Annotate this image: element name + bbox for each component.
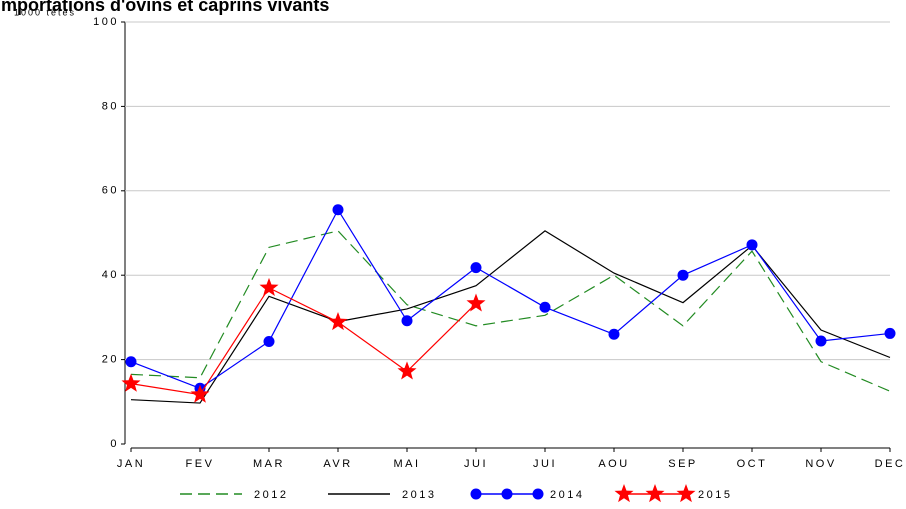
data-point: [884, 327, 896, 339]
data-point: [608, 328, 620, 340]
x-tick-label: NOV: [805, 458, 836, 470]
legend-marker: [614, 484, 634, 503]
x-tick-label: MAR: [253, 458, 285, 470]
x-tick-label: SEP: [668, 458, 698, 470]
data-point: [470, 262, 482, 274]
y-tick-label: 40: [102, 269, 119, 281]
legend-label: 2013: [402, 489, 436, 501]
x-tick-label: JAN: [117, 458, 145, 470]
series-line: [130, 230, 891, 404]
data-point: [539, 301, 551, 313]
y-tick-label: 80: [102, 100, 119, 112]
data-point: [328, 312, 348, 331]
legend-label: 2012: [254, 489, 288, 501]
x-tick-label: JUI: [533, 458, 557, 470]
data-point: [125, 356, 137, 368]
series-line: [130, 230, 891, 392]
data-point: [190, 384, 210, 403]
x-tick-label: MAI: [393, 458, 420, 470]
legend-marker: [470, 488, 482, 500]
y-tick-label: 20: [102, 354, 119, 366]
y-tick-label: 0: [110, 438, 119, 450]
legend-marker: [532, 488, 544, 500]
data-point: [677, 269, 689, 281]
y-tick-label: 100: [93, 16, 119, 28]
x-tick-label: AOU: [598, 458, 629, 470]
x-tick-label: FEV: [186, 458, 215, 470]
legend-label: 2015: [698, 489, 732, 501]
data-point: [746, 239, 758, 251]
y-axis-label: 1000 têtes: [14, 7, 76, 17]
data-point: [259, 277, 279, 296]
data-point: [401, 315, 413, 327]
chart-title: Importations d'ovins et caprins vivants: [0, 0, 329, 15]
x-tick-label: DEC: [875, 458, 906, 470]
data-point: [332, 204, 344, 216]
legend-label: 2014: [550, 489, 584, 501]
x-tick-label: AVR: [323, 458, 352, 470]
series-line: [130, 287, 477, 396]
x-tick-label: JUI: [464, 458, 488, 470]
series-line: [130, 208, 891, 389]
legend-marker: [645, 484, 665, 503]
x-tick-label: OCT: [737, 458, 768, 470]
data-point: [466, 293, 486, 312]
legend-marker: [501, 488, 513, 500]
data-point: [263, 335, 275, 347]
legend-marker: [676, 484, 696, 503]
data-point: [121, 373, 141, 392]
data-point: [815, 335, 827, 347]
y-tick-label: 60: [102, 185, 119, 197]
data-point: [397, 361, 417, 380]
